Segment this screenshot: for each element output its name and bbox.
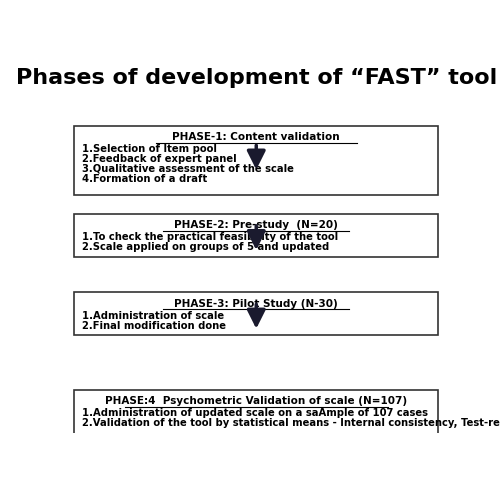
- Text: 1.Selection of Item pool: 1.Selection of Item pool: [82, 144, 217, 155]
- Bar: [74, 389, 438, 440]
- Text: 1.To check the practical feasibility of the tool: 1.To check the practical feasibility of …: [82, 232, 338, 243]
- Text: 3.Qualitative assessment of the scale: 3.Qualitative assessment of the scale: [82, 164, 294, 174]
- Text: 2.Feedback of expert panel: 2.Feedback of expert panel: [82, 154, 236, 164]
- Text: PHASE:4  Psychometric Validation of scale (N=107): PHASE:4 Psychometric Validation of scale…: [105, 396, 408, 406]
- Text: PHASE-3: Pilot Study (N-30): PHASE-3: Pilot Study (N-30): [174, 299, 338, 309]
- Bar: [74, 292, 438, 335]
- Text: Phases of development of “FAST” tool: Phases of development of “FAST” tool: [16, 68, 497, 87]
- Text: PHASE-2: Pre-study  (N=20): PHASE-2: Pre-study (N=20): [174, 220, 338, 230]
- Text: 4.Formation of a draft: 4.Formation of a draft: [82, 174, 207, 184]
- Text: 1.Administration of updated scale on a saAmple of 107 cases: 1.Administration of updated scale on a s…: [82, 408, 428, 418]
- Bar: [74, 214, 438, 257]
- Text: 2.Validation of the tool by statistical means - Internal consistency, Test-retes: 2.Validation of the tool by statistical …: [82, 418, 500, 428]
- Text: 2.Scale applied on groups of 5 and updated: 2.Scale applied on groups of 5 and updat…: [82, 242, 329, 252]
- Text: 1.Administration of scale: 1.Administration of scale: [82, 311, 224, 321]
- Text: PHASE-1: Content validation: PHASE-1: Content validation: [172, 132, 340, 142]
- Bar: [74, 126, 438, 195]
- Text: 2.Final modification done: 2.Final modification done: [82, 321, 226, 330]
